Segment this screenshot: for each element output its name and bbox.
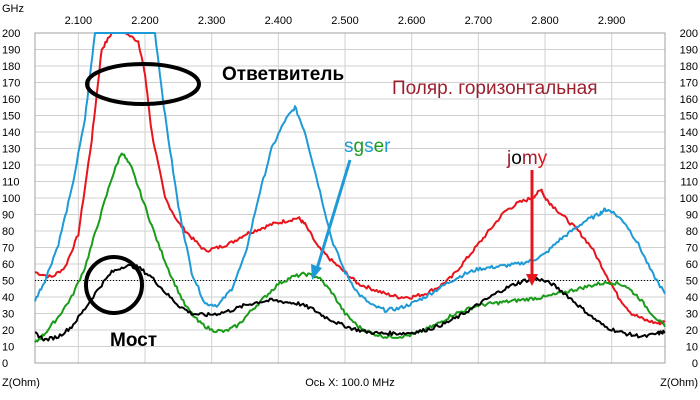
polarization-label: Поляр. горизонтальная [392, 78, 598, 99]
x-tick-label: 2.900 [598, 15, 626, 27]
y-tick-label-right: 130 [680, 144, 698, 156]
jomy-arrow-head [526, 274, 538, 286]
jomy-char: j [506, 148, 511, 169]
y-tick-label-right: 140 [680, 127, 698, 139]
y-tick-label-right: 50 [686, 276, 698, 288]
y-tick-label-right: 30 [686, 309, 698, 321]
y-tick-label-right: 20 [686, 325, 698, 337]
jomy-char: y [538, 148, 548, 169]
y-tick-label-right: 0 [692, 358, 698, 370]
y-tick-label-left: 110 [2, 177, 20, 189]
series-line-0 [34, 32, 666, 326]
y-tick-label-left: 80 [2, 226, 14, 238]
y-tick-label-left: 20 [2, 325, 14, 337]
sgser-char: g [354, 136, 365, 157]
sgser-char: s [364, 136, 374, 157]
bridge-label: Мост [110, 330, 157, 351]
y-tick-label-left: 170 [2, 78, 20, 90]
jomy-label: jomy [506, 148, 548, 169]
sgser-label: sgser [344, 136, 391, 157]
x-tick-label: 2.500 [331, 15, 359, 27]
y-tick-label-left: 140 [2, 127, 20, 139]
y-tick-label-right: 150 [680, 111, 698, 123]
sgser-char: r [384, 136, 391, 157]
sgser-char: e [374, 136, 385, 157]
sgser-arrow-head [311, 264, 322, 280]
y-tick-label-left: 190 [2, 45, 20, 57]
bottom-left-unit: Z(Ohm) [2, 377, 40, 389]
y-tick-label-left: 120 [2, 160, 20, 172]
y-tick-label-right: 170 [680, 78, 698, 90]
x-tick-label: 2.700 [465, 15, 493, 27]
y-tick-label-left: 180 [2, 61, 20, 73]
y-tick-label-right: 90 [686, 210, 698, 222]
x-tick-label: 2.600 [398, 15, 426, 27]
x-tick-label: 2.400 [265, 15, 293, 27]
y-tick-label-left: 40 [2, 292, 14, 304]
jomy-char: o [511, 148, 522, 169]
y-tick-label-right: 10 [686, 342, 698, 354]
coupler-label: Ответвитель [222, 64, 344, 85]
y-tick-label-right: 160 [680, 94, 698, 106]
y-tick-label-left: 10 [2, 342, 14, 354]
y-tick-label-left: 30 [2, 309, 14, 321]
y-tick-label-left: 130 [2, 144, 20, 156]
y-tick-label-left: 60 [2, 259, 14, 271]
y-tick-label-left: 0 [2, 358, 8, 370]
x-tick-label: 2.300 [198, 15, 226, 27]
series-line-2 [34, 152, 666, 343]
y-tick-label-left: 100 [2, 193, 20, 205]
bottom-right-unit: Z(Ohm) [660, 377, 698, 389]
y-tick-label-right: 120 [680, 160, 698, 172]
y-tick-label-left: 160 [2, 94, 20, 106]
y-tick-label-left: 70 [2, 243, 14, 255]
x-tick-label: 2.100 [65, 15, 93, 27]
y-tick-label-right: 60 [686, 259, 698, 271]
y-tick-label-right: 190 [680, 45, 698, 57]
y-tick-label-right: 100 [680, 193, 698, 205]
x-tick-label: 2.800 [531, 15, 559, 27]
jomy-char: m [522, 148, 538, 169]
annotations: Ответвитель Мост Поляр. горизонтальная s… [84, 62, 598, 351]
bridge-circle [84, 255, 144, 315]
x-axis-caption: Ось X: 100.0 MHz [305, 377, 394, 389]
sgser-arrow-shaft [314, 159, 352, 273]
x-tick-label: 2.200 [131, 15, 159, 27]
plot-frame [34, 32, 666, 364]
y-tick-label-right: 70 [686, 243, 698, 255]
y-tick-label-right: 200 [680, 28, 698, 40]
y-tick-label-left: 50 [2, 276, 14, 288]
y-tick-label-left: 90 [2, 210, 14, 222]
series-line-1 [34, 32, 666, 313]
y-tick-label-left: 200 [2, 28, 20, 40]
y-tick-label-left: 150 [2, 111, 20, 123]
sgser-char: s [344, 136, 354, 157]
y-tick-label-right: 40 [686, 292, 698, 304]
axis-labels: 0 0 10 10 20 20 30 30 40 40 50 50 60 60 70 70 80 80 90 90 10… [2, 15, 698, 370]
x-unit-label: GHz [2, 3, 24, 15]
coupler-circle [85, 62, 201, 106]
y-tick-label-right: 80 [686, 226, 698, 238]
y-tick-label-right: 180 [680, 61, 698, 73]
y-tick-label-right: 110 [680, 177, 698, 189]
